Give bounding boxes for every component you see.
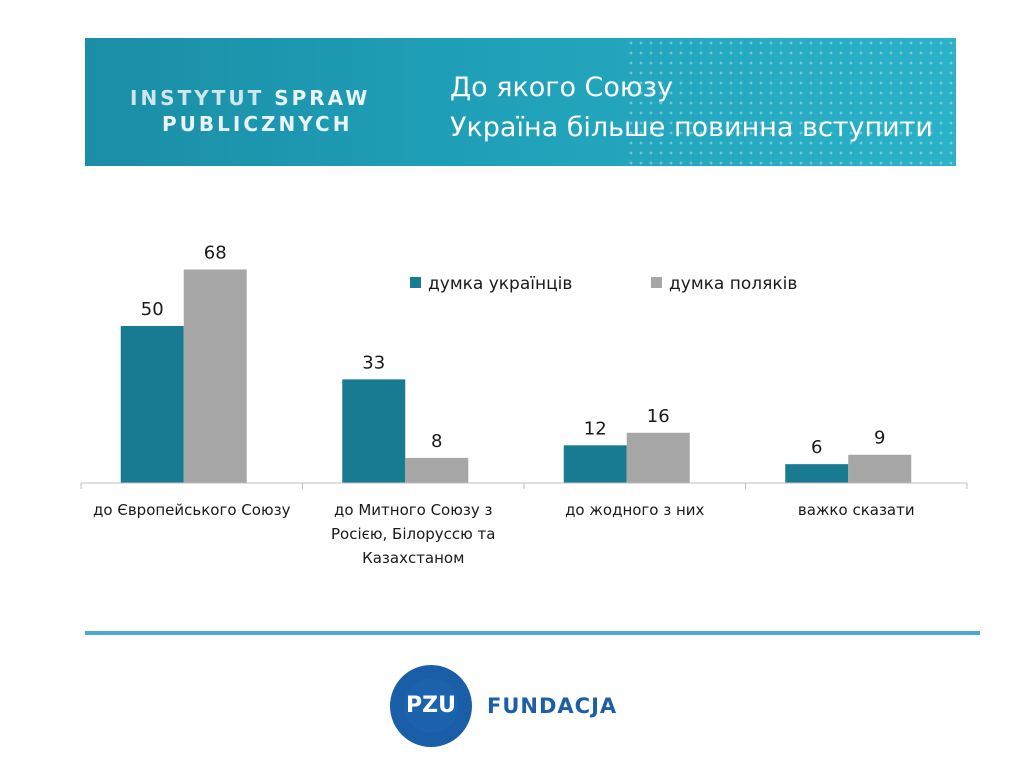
legend-swatch-pl (651, 277, 662, 288)
institute-logo: INSTYTUT SPRAW PUBLICZNYCH (130, 85, 370, 137)
category-label: Росією, Білоруссю та (331, 525, 495, 543)
data-label: 8 (431, 431, 442, 452)
data-label: 16 (647, 406, 670, 427)
category-label: до Європейського Союзу (93, 501, 291, 519)
bar-ukr (563, 445, 627, 483)
title-line-1: До якого Союзу (450, 72, 673, 103)
category-label: важко сказати (798, 501, 915, 519)
category-label: Казахстаном (362, 549, 464, 567)
bar-pl (848, 454, 912, 483)
brand-word-2: SPRAW (274, 86, 371, 110)
header-banner: INSTYTUT SPRAW PUBLICZNYCH До якого Союз… (85, 38, 956, 166)
pzu-logo-text: PZU (404, 679, 458, 733)
footer-divider (85, 631, 980, 635)
legend-label: думка українців (428, 274, 572, 294)
bar-pl (183, 269, 247, 483)
category-label: до жодного з них (565, 501, 704, 519)
data-label: 9 (874, 428, 885, 449)
bar-pl (405, 457, 469, 483)
fundacja-label: FUNDACJA (487, 694, 618, 718)
pzu-logo: PZU (390, 665, 472, 747)
data-label: 50 (141, 299, 164, 320)
data-label: 33 (362, 352, 385, 373)
bar-ukr (785, 464, 849, 483)
data-label: 12 (584, 418, 607, 439)
banner-dot-pattern (626, 38, 956, 166)
data-label: 6 (811, 437, 822, 458)
bar-pl (626, 432, 690, 483)
brand-word-1: INSTYTUT (130, 86, 265, 110)
legend-label: думка поляків (669, 274, 797, 294)
slide-title: До якого Союзу Україна більше повинна вс… (450, 68, 933, 148)
bar-ukr (342, 379, 406, 483)
title-line-2: Україна більше повинна вступити (450, 112, 933, 143)
bar-chart: 50 68 до Європейського Союзу 33 8 до Митного … (80, 242, 968, 567)
brand-word-3: PUBLICZNYCH (162, 112, 353, 136)
bar-ukr (120, 326, 184, 483)
category-label: до Митного Союзу з (334, 501, 492, 519)
data-label: 68 (204, 242, 227, 263)
legend-swatch-ukr (410, 277, 421, 288)
